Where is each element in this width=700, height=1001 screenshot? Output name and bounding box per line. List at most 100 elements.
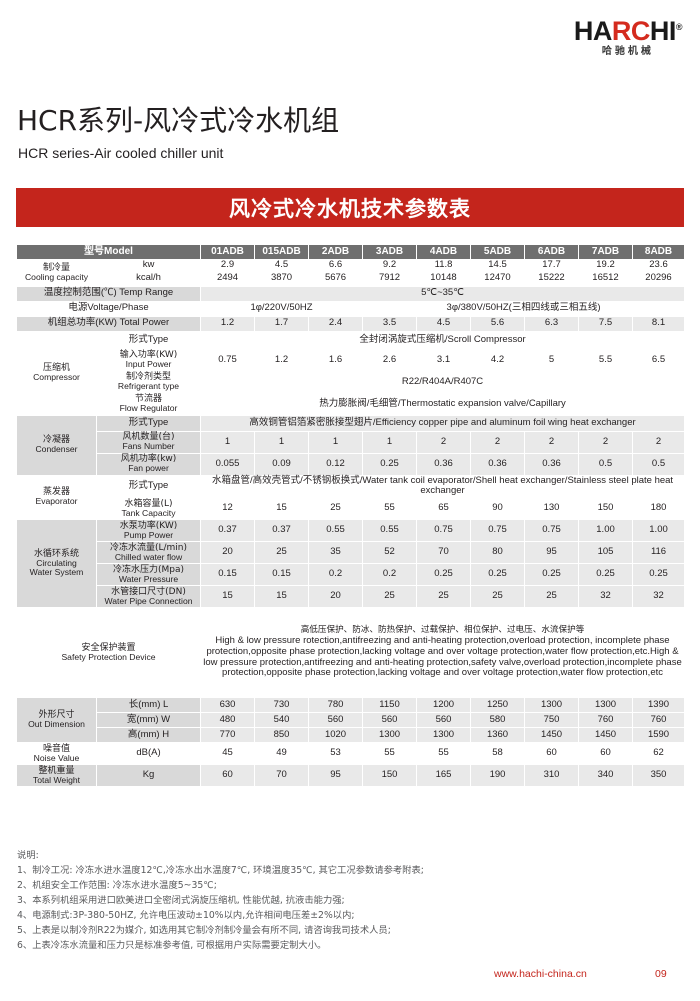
notes-heading: 说明: bbox=[17, 850, 39, 861]
cell: 2 bbox=[416, 430, 472, 454]
safety-text-en: High & low pressure rotection,antifreezi… bbox=[203, 635, 682, 679]
row-label-fan-power: 风机功率(kw) Fan power bbox=[95, 452, 202, 476]
cell: 0.75 bbox=[524, 518, 580, 542]
row-label-water-pressure: 冷冻水压力(Mpa) Water Pressure bbox=[95, 562, 202, 586]
row-label-total-weight: 整机重量 Total Weight bbox=[16, 763, 97, 787]
cell: 52 bbox=[362, 540, 418, 564]
footer-website-url[interactable]: www.hachi-china.cn bbox=[494, 968, 587, 980]
cell: 55 bbox=[362, 496, 418, 520]
header-model-0: 01ADB bbox=[200, 244, 256, 260]
cell: 1.7 bbox=[254, 315, 310, 332]
label-en: Out Dimension bbox=[28, 719, 85, 730]
cell-condenser-type-value: 高效铜管铝箔紧密胀接型翅片/Efficiency copper pipe and… bbox=[200, 414, 686, 432]
cell: 5.5 bbox=[578, 348, 634, 372]
cell: 0.5 bbox=[632, 452, 686, 476]
row-label-evaporator-type: 形式Type bbox=[95, 474, 202, 498]
cell: 2 bbox=[578, 430, 634, 454]
label-zh: 外形尺寸 bbox=[38, 710, 75, 721]
cell: 4.5 bbox=[416, 315, 472, 332]
cell: 190 bbox=[470, 763, 526, 787]
section-banner: 风冷式冷水机技术参数表 bbox=[16, 188, 684, 227]
cell: 7.5 bbox=[578, 315, 634, 332]
cell: 1590 bbox=[632, 726, 686, 743]
cell: 55 bbox=[362, 741, 418, 765]
table-row: kcal/h 2494 3870 5676 7912 10148 12470 1… bbox=[17, 270, 686, 287]
cell: 0.2 bbox=[308, 562, 364, 586]
header-model: 型号Model bbox=[15, 244, 202, 260]
cell: 0.2 bbox=[362, 562, 418, 586]
cell: 19.2 bbox=[578, 259, 634, 272]
cell: 60 bbox=[524, 741, 580, 765]
label-en: Compressor bbox=[33, 372, 80, 383]
cell: 1 bbox=[200, 430, 256, 454]
cell: 15 bbox=[254, 584, 310, 608]
label-en-2: Water System bbox=[29, 567, 84, 578]
cell: 730 bbox=[254, 696, 310, 713]
cell: 560 bbox=[308, 711, 364, 728]
cell: 5 bbox=[524, 348, 580, 372]
cell: 80 bbox=[470, 540, 526, 564]
table-row: 水循环系统 Circulating Water System 水泵功率(KW) … bbox=[16, 518, 686, 608]
cell: 1.6 bbox=[308, 348, 364, 372]
row-label-out-dimension: 外形尺寸 Out Dimension bbox=[16, 696, 97, 743]
cell: 16512 bbox=[578, 270, 634, 287]
label-en: Pump Power bbox=[123, 529, 174, 540]
cell: 1.2 bbox=[254, 348, 310, 372]
registered-trademark-icon: ® bbox=[675, 22, 683, 32]
logo-part-2: RC bbox=[611, 16, 651, 46]
cell: 1250 bbox=[470, 696, 526, 713]
label-zh: 压缩机 bbox=[42, 363, 70, 374]
label-en: Noise Value bbox=[33, 752, 80, 763]
row-unit-noise: dB(A) bbox=[95, 741, 202, 765]
label-zh: 输入功率(KW) bbox=[119, 350, 178, 361]
cell: 6.5 bbox=[632, 348, 686, 372]
label-en: Water Pressure bbox=[118, 573, 179, 584]
cell: 116 bbox=[632, 540, 686, 564]
cell: 5.6 bbox=[470, 315, 526, 332]
cell: 540 bbox=[254, 711, 310, 728]
cell-temp-range-value: 5℃~35℃ bbox=[200, 285, 686, 302]
row-label-tank-capacity: 水箱容量(L) Tank Capacity bbox=[95, 496, 202, 520]
cell: 1 bbox=[254, 430, 310, 454]
cell: 0.75 bbox=[200, 348, 256, 372]
label-en: Refrigerant type bbox=[117, 381, 180, 392]
page-title-zh: HCR系列-风冷式冷水机组 bbox=[17, 104, 340, 137]
cell: 32 bbox=[632, 584, 686, 608]
row-label-length: 长(mm) L bbox=[95, 696, 202, 713]
cell: 0.36 bbox=[470, 452, 526, 476]
label-en: Fan power bbox=[128, 463, 169, 474]
cell: 15 bbox=[254, 496, 310, 520]
cell: 480 bbox=[200, 711, 256, 728]
cell: 17.7 bbox=[524, 259, 580, 272]
cell: 1360 bbox=[470, 726, 526, 743]
header-model-3: 3ADB bbox=[362, 244, 418, 260]
row-label-condenser: 冷凝器 Condenser bbox=[16, 414, 97, 476]
cell-flow-regulator-value: 热力膨胀阀/毛细管/Thermostatic expansion valve/C… bbox=[200, 392, 686, 416]
cell: 0.55 bbox=[362, 518, 418, 542]
cell: 3.5 bbox=[362, 315, 418, 332]
cell: 560 bbox=[362, 711, 418, 728]
footer-page-number: 09 bbox=[655, 968, 667, 980]
cell-evaporator-type-value: 水箱盘管/高效壳管式/不锈钢板换式/Water tank coil evapor… bbox=[200, 474, 686, 498]
cell: 1300 bbox=[416, 726, 472, 743]
cell: 1 bbox=[362, 430, 418, 454]
cell: 60 bbox=[578, 741, 634, 765]
note-line: 4、电源制式:3P-380-50HZ, 允许电压波动±10%以内,允许相间电压差… bbox=[17, 910, 355, 922]
cell: 25 bbox=[254, 540, 310, 564]
label-zh: 冷凝器 bbox=[42, 435, 70, 446]
specification-table: 型号Model 01ADB 015ADB 2ADB 3ADB 4ADB 5ADB… bbox=[15, 244, 686, 787]
cell: 62 bbox=[632, 741, 686, 765]
cell: 0.055 bbox=[200, 452, 256, 476]
row-unit-weight: Kg bbox=[95, 763, 202, 787]
cell: 70 bbox=[416, 540, 472, 564]
cell: 1390 bbox=[632, 696, 686, 713]
table-row: 制冷剂类型 Refrigerant type R22/R404A/R407C bbox=[17, 370, 686, 394]
cell: 150 bbox=[578, 496, 634, 520]
cell: 0.37 bbox=[254, 518, 310, 542]
cell: 2.4 bbox=[308, 315, 364, 332]
label-zh: 制冷剂类型 bbox=[126, 372, 172, 383]
cell: 12470 bbox=[470, 270, 526, 287]
note-line: 6、上表冷冻水流量和压力只是标准参考值, 可根据用户实际需要定制大小。 bbox=[17, 940, 327, 952]
cell: 32 bbox=[578, 584, 634, 608]
cell: 350 bbox=[632, 763, 686, 787]
